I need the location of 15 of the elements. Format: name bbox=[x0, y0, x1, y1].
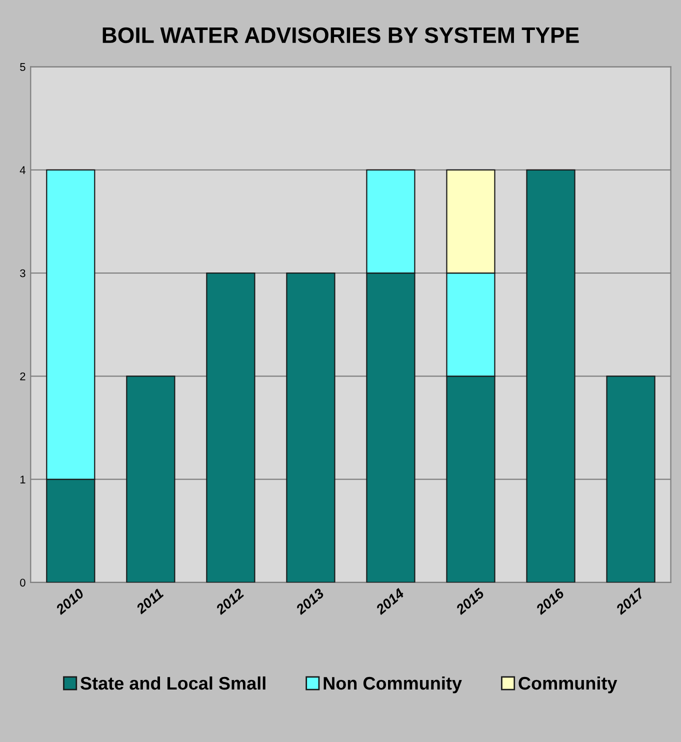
bar bbox=[126, 376, 176, 582]
y-tick-label: 1 bbox=[20, 476, 26, 484]
legend-label: Non Community bbox=[324, 676, 462, 694]
y-tick-label: 2 bbox=[20, 372, 26, 380]
y-tick-label: 5 bbox=[20, 63, 26, 71]
bar bbox=[286, 272, 336, 582]
bar bbox=[206, 272, 256, 582]
y-tick-label: 3 bbox=[20, 269, 26, 278]
chart-title: BOIL WATER ADVISORIES BY SYSTEM TYPE bbox=[102, 27, 579, 44]
bar bbox=[606, 376, 656, 582]
legend-label: State and Local Small bbox=[80, 676, 266, 690]
y-tick-label: 0 bbox=[20, 578, 26, 587]
bar bbox=[526, 169, 576, 582]
legend-label: Community bbox=[518, 676, 618, 694]
y-tick-label: 4 bbox=[20, 166, 26, 174]
